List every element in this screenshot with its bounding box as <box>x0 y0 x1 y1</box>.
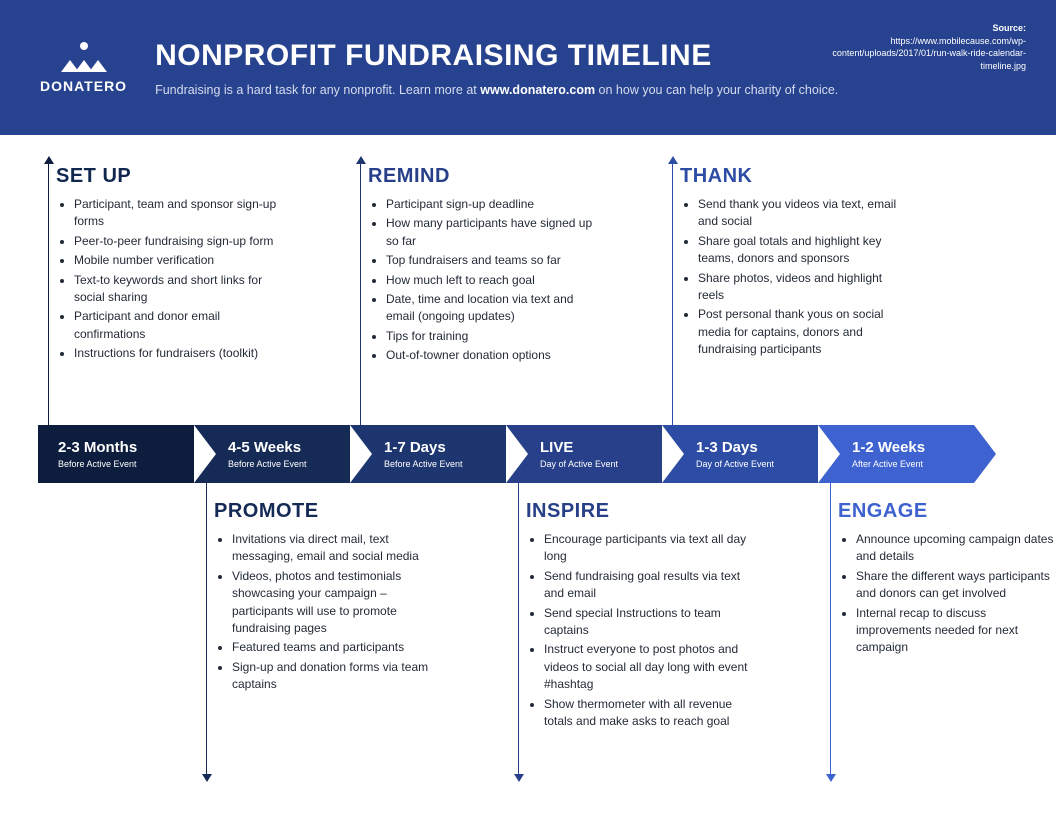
section-list: Encourage participants via text all day … <box>526 531 754 730</box>
segment-time: LIVE <box>540 440 662 455</box>
segment-time: 1-3 Days <box>696 440 818 455</box>
section-title: ENGAGE <box>838 500 1056 523</box>
timeline-canvas: 2-3 Months Before Active Event 4-5 Weeks Be… <box>0 135 1056 816</box>
timeline-section: SET UP Participant, team and sponsor sign… <box>56 165 284 365</box>
timeline-ribbon: 2-3 Months Before Active Event 4-5 Weeks Be… <box>38 425 1018 483</box>
section-list-item: Participant and donor email confirmation… <box>74 308 284 343</box>
timeline-segment: 1-2 Weeks After Active Event <box>818 425 974 483</box>
segment-relative: Before Active Event <box>228 459 350 469</box>
section-list-item: Participant sign-up deadline <box>386 196 596 213</box>
connector-line <box>518 483 519 775</box>
section-list-item: Top fundraisers and teams so far <box>386 252 596 269</box>
connector-line <box>206 483 207 775</box>
section-list-item: Share goal totals and highlight key team… <box>698 233 908 268</box>
timeline-section: ENGAGE Announce upcoming campaign dates a… <box>838 500 1056 659</box>
section-list: Participant sign-up deadline How many par… <box>368 196 596 365</box>
section-list-item: Instruct everyone to post photos and vid… <box>544 641 754 693</box>
section-title: PROMOTE <box>214 500 442 523</box>
section-list-item: Out-of-towner donation options <box>386 347 596 364</box>
timeline-section: PROMOTE Invitations via direct mail, text… <box>214 500 442 696</box>
timeline-segment: 2-3 Months Before Active Event <box>38 425 194 483</box>
connector-line <box>48 163 49 425</box>
section-title: SET UP <box>56 165 284 188</box>
timeline-segment: LIVE Day of Active Event <box>506 425 662 483</box>
section-list-item: Peer-to-peer fundraising sign-up form <box>74 233 284 250</box>
segment-time: 2-3 Months <box>58 440 194 455</box>
section-list-item: Post personal thank yous on social media… <box>698 306 908 358</box>
section-list-item: Announce upcoming campaign dates and det… <box>856 531 1056 566</box>
segment-time: 1-2 Weeks <box>852 440 974 455</box>
section-title: INSPIRE <box>526 500 754 523</box>
segment-time: 4-5 Weeks <box>228 440 350 455</box>
segment-relative: Before Active Event <box>384 459 506 469</box>
section-list-item: Featured teams and participants <box>232 639 442 656</box>
section-list-item: Invitations via direct mail, text messag… <box>232 531 442 566</box>
brand-name: DONATERO <box>40 78 127 94</box>
segment-relative: After Active Event <box>852 459 974 469</box>
section-title: THANK <box>680 165 908 188</box>
connector-line <box>830 483 831 775</box>
section-list-item: Share photos, videos and highlight reels <box>698 270 908 305</box>
section-list-item: Sign-up and donation forms via team capt… <box>232 659 442 694</box>
brand-logomark <box>61 42 107 72</box>
timeline-section: THANK Send thank you videos via text, ema… <box>680 165 908 361</box>
timeline-section: INSPIRE Encourage participants via text a… <box>526 500 754 732</box>
segment-relative: Before Active Event <box>58 459 194 469</box>
segment-time: 1-7 Days <box>384 440 506 455</box>
header: DONATERO NONPROFIT FUNDRAISING TIMELINE … <box>0 0 1056 135</box>
connector-line <box>672 163 673 425</box>
section-title: REMIND <box>368 165 596 188</box>
section-list-item: How many participants have signed up so … <box>386 215 596 250</box>
brand-logo: DONATERO <box>40 42 127 94</box>
section-list-item: Mobile number verification <box>74 252 284 269</box>
section-list-item: Send fundraising goal results via text a… <box>544 568 754 603</box>
section-list-item: Show thermometer with all revenue totals… <box>544 696 754 731</box>
section-list-item: How much left to reach goal <box>386 272 596 289</box>
connector-line <box>360 163 361 425</box>
section-list-item: Tips for training <box>386 328 596 345</box>
section-list-item: Date, time and location via text and ema… <box>386 291 596 326</box>
timeline-segment: 4-5 Weeks Before Active Event <box>194 425 350 483</box>
section-list-item: Instructions for fundraisers (toolkit) <box>74 345 284 362</box>
section-list-item: Text-to keywords and short links for soc… <box>74 272 284 307</box>
section-list-item: Send special Instructions to team captai… <box>544 605 754 640</box>
timeline-segment: 1-3 Days Day of Active Event <box>662 425 818 483</box>
segment-relative: Day of Active Event <box>540 459 662 469</box>
section-list: Invitations via direct mail, text messag… <box>214 531 442 694</box>
section-list-item: Encourage participants via text all day … <box>544 531 754 566</box>
section-list: Participant, team and sponsor sign-up fo… <box>56 196 284 363</box>
section-list: Send thank you videos via text, email an… <box>680 196 908 359</box>
segment-relative: Day of Active Event <box>696 459 818 469</box>
timeline-segment: 1-7 Days Before Active Event <box>350 425 506 483</box>
section-list-item: Share the different ways participants an… <box>856 568 1056 603</box>
page-subtitle: Fundraising is a hard task for any nonpr… <box>155 83 1026 97</box>
timeline-section: REMIND Participant sign-up deadline How ma… <box>368 165 596 367</box>
section-list: Announce upcoming campaign dates and det… <box>838 531 1056 657</box>
section-list-item: Send thank you videos via text, email an… <box>698 196 908 231</box>
section-list-item: Internal recap to discuss improvements n… <box>856 605 1056 657</box>
source-citation: Source: https://www.mobilecause.com/wp-c… <box>826 22 1026 72</box>
section-list-item: Participant, team and sponsor sign-up fo… <box>74 196 284 231</box>
section-list-item: Videos, photos and testimonials showcasi… <box>232 568 442 638</box>
